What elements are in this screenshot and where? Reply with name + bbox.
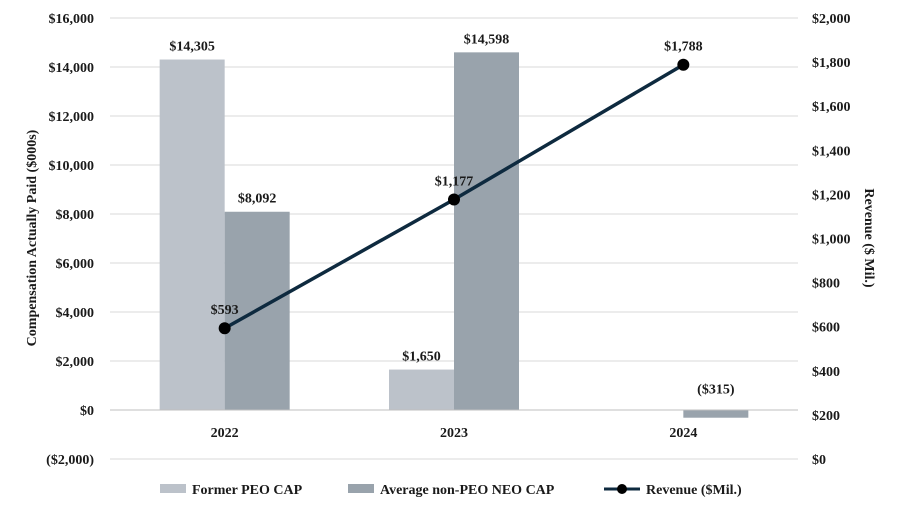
legend: Former PEO CAP Average non-PEO NEO CAP R…	[160, 483, 742, 498]
y-tick-label: $16,000	[49, 12, 95, 27]
revenue-line-layer	[218, 58, 690, 335]
bar-data-label: $14,598	[464, 32, 510, 47]
right-axis-ticks: $0 $200 $400 $600 $800 $1,000 $1,200 $1,400 $1,6…	[812, 12, 851, 468]
y-tick-label: $8,000	[56, 208, 95, 223]
bar	[683, 410, 749, 418]
bar	[454, 52, 519, 410]
y2-tick-label: $600	[812, 321, 840, 336]
y2-tick-label: $2,000	[812, 12, 851, 27]
data-labels: $14,305 $1,650 $8,092 $14,598 ($315) $593 $1,1…	[169, 32, 734, 397]
y-tick-label: $2,000	[56, 355, 95, 370]
y2-tick-label: $800	[812, 277, 840, 292]
y2-tick-label: $1,000	[812, 233, 851, 248]
revenue-data-label: $1,177	[435, 174, 474, 189]
bar-data-label: ($315)	[697, 383, 735, 398]
revenue-data-label: $593	[211, 303, 239, 318]
x-tick-label: 2022	[211, 426, 239, 441]
y2-tick-label: $0	[812, 453, 826, 468]
revenue-point	[448, 193, 460, 206]
bar	[389, 369, 454, 410]
y-tick-label: $14,000	[49, 61, 95, 76]
y-tick-label: ($2,000)	[46, 453, 94, 468]
y-tick-label: $10,000	[49, 159, 95, 174]
x-tick-label: 2024	[669, 426, 697, 441]
bar	[159, 59, 225, 411]
revenue-point	[677, 58, 690, 71]
legend-label-revenue: Revenue ($Mil.)	[646, 483, 742, 498]
legend-marker-revenue	[617, 484, 627, 494]
y2-axis-title: Revenue ($ Mil.)	[861, 188, 876, 287]
y-tick-label: $0	[80, 404, 94, 419]
y2-tick-label: $1,800	[812, 56, 851, 71]
bar-data-label: $8,092	[238, 192, 277, 207]
y2-tick-label: $200	[812, 409, 840, 424]
y-tick-label: $6,000	[56, 257, 95, 272]
legend-swatch-former-peo	[160, 484, 186, 493]
left-axis-ticks: ($2,000) $0 $2,000 $4,000 $6,000 $8,000 $10,00…	[46, 12, 94, 468]
revenue-data-label: $1,788	[664, 40, 703, 55]
bars	[159, 52, 749, 418]
y2-tick-label: $1,600	[812, 100, 851, 115]
y2-tick-label: $400	[812, 365, 840, 380]
y-axis-title: Compensation Actually Paid ($000s)	[25, 129, 40, 346]
revenue-point	[218, 322, 231, 335]
x-axis-ticks: 2022 2023 2024	[211, 426, 698, 441]
y-tick-label: $12,000	[49, 110, 95, 125]
x-tick-label: 2023	[440, 426, 468, 441]
bar-data-label: $1,650	[402, 350, 441, 365]
legend-label-avg-neo: Average non-PEO NEO CAP	[380, 483, 555, 498]
bar-data-label: $14,305	[169, 40, 215, 55]
y-tick-label: $4,000	[56, 306, 95, 321]
legend-label-former-peo: Former PEO CAP	[192, 483, 303, 498]
y2-tick-label: $1,400	[812, 144, 851, 159]
y2-tick-label: $1,200	[812, 188, 851, 203]
legend-swatch-avg-neo	[348, 484, 374, 493]
